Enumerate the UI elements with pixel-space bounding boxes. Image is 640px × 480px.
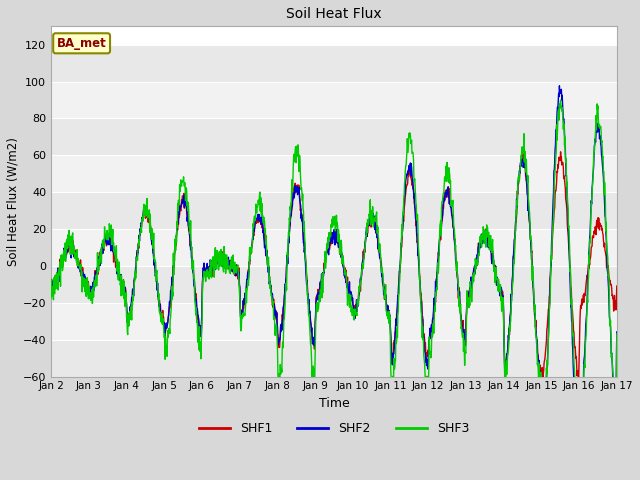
SHF1 bbox=[159, 316, 167, 322]
Bar bbox=[51, 45, 617, 82]
SHF1 bbox=[613, 283, 621, 289]
X-axis label: Time: Time bbox=[319, 397, 349, 410]
SHF2 bbox=[546, 302, 554, 308]
SHF1 bbox=[422, 349, 429, 355]
SHF1 bbox=[173, 227, 180, 233]
Bar bbox=[51, 119, 617, 156]
SHF2 bbox=[47, 278, 55, 284]
Legend: SHF1, SHF2, SHF3: SHF1, SHF2, SHF3 bbox=[193, 418, 474, 440]
SHF2 bbox=[159, 317, 167, 323]
Line: SHF3: SHF3 bbox=[51, 100, 617, 433]
Bar bbox=[51, 82, 617, 119]
SHF1 bbox=[575, 376, 582, 382]
SHF1 bbox=[496, 287, 504, 292]
Bar bbox=[51, 192, 617, 229]
SHF3 bbox=[557, 97, 564, 103]
SHF3 bbox=[159, 315, 167, 321]
SHF2 bbox=[613, 329, 621, 335]
SHF2 bbox=[236, 298, 244, 304]
Y-axis label: Soil Heat Flux (W/m2): Soil Heat Flux (W/m2) bbox=[7, 137, 20, 266]
Line: SHF1: SHF1 bbox=[51, 152, 617, 379]
SHF3 bbox=[236, 302, 244, 308]
Line: SHF2: SHF2 bbox=[51, 86, 617, 442]
SHF2 bbox=[422, 360, 429, 365]
SHF2 bbox=[556, 83, 563, 89]
Bar bbox=[51, 340, 617, 377]
SHF1 bbox=[546, 292, 554, 298]
SHF3 bbox=[546, 303, 554, 309]
SHF2 bbox=[496, 288, 504, 293]
Bar bbox=[51, 156, 617, 192]
SHF1 bbox=[557, 149, 564, 155]
SHF3 bbox=[47, 295, 55, 301]
Text: BA_met: BA_met bbox=[57, 37, 106, 50]
Bar bbox=[51, 303, 617, 340]
SHF3 bbox=[613, 331, 621, 337]
SHF3 bbox=[496, 282, 504, 288]
SHF1 bbox=[47, 276, 55, 282]
SHF3 bbox=[173, 219, 180, 225]
SHF2 bbox=[575, 439, 582, 445]
Title: Soil Heat Flux: Soil Heat Flux bbox=[286, 7, 381, 21]
Bar bbox=[51, 266, 617, 303]
SHF1 bbox=[236, 305, 244, 311]
SHF2 bbox=[173, 225, 180, 231]
Bar bbox=[51, 229, 617, 266]
SHF3 bbox=[422, 382, 429, 388]
SHF3 bbox=[575, 430, 583, 436]
